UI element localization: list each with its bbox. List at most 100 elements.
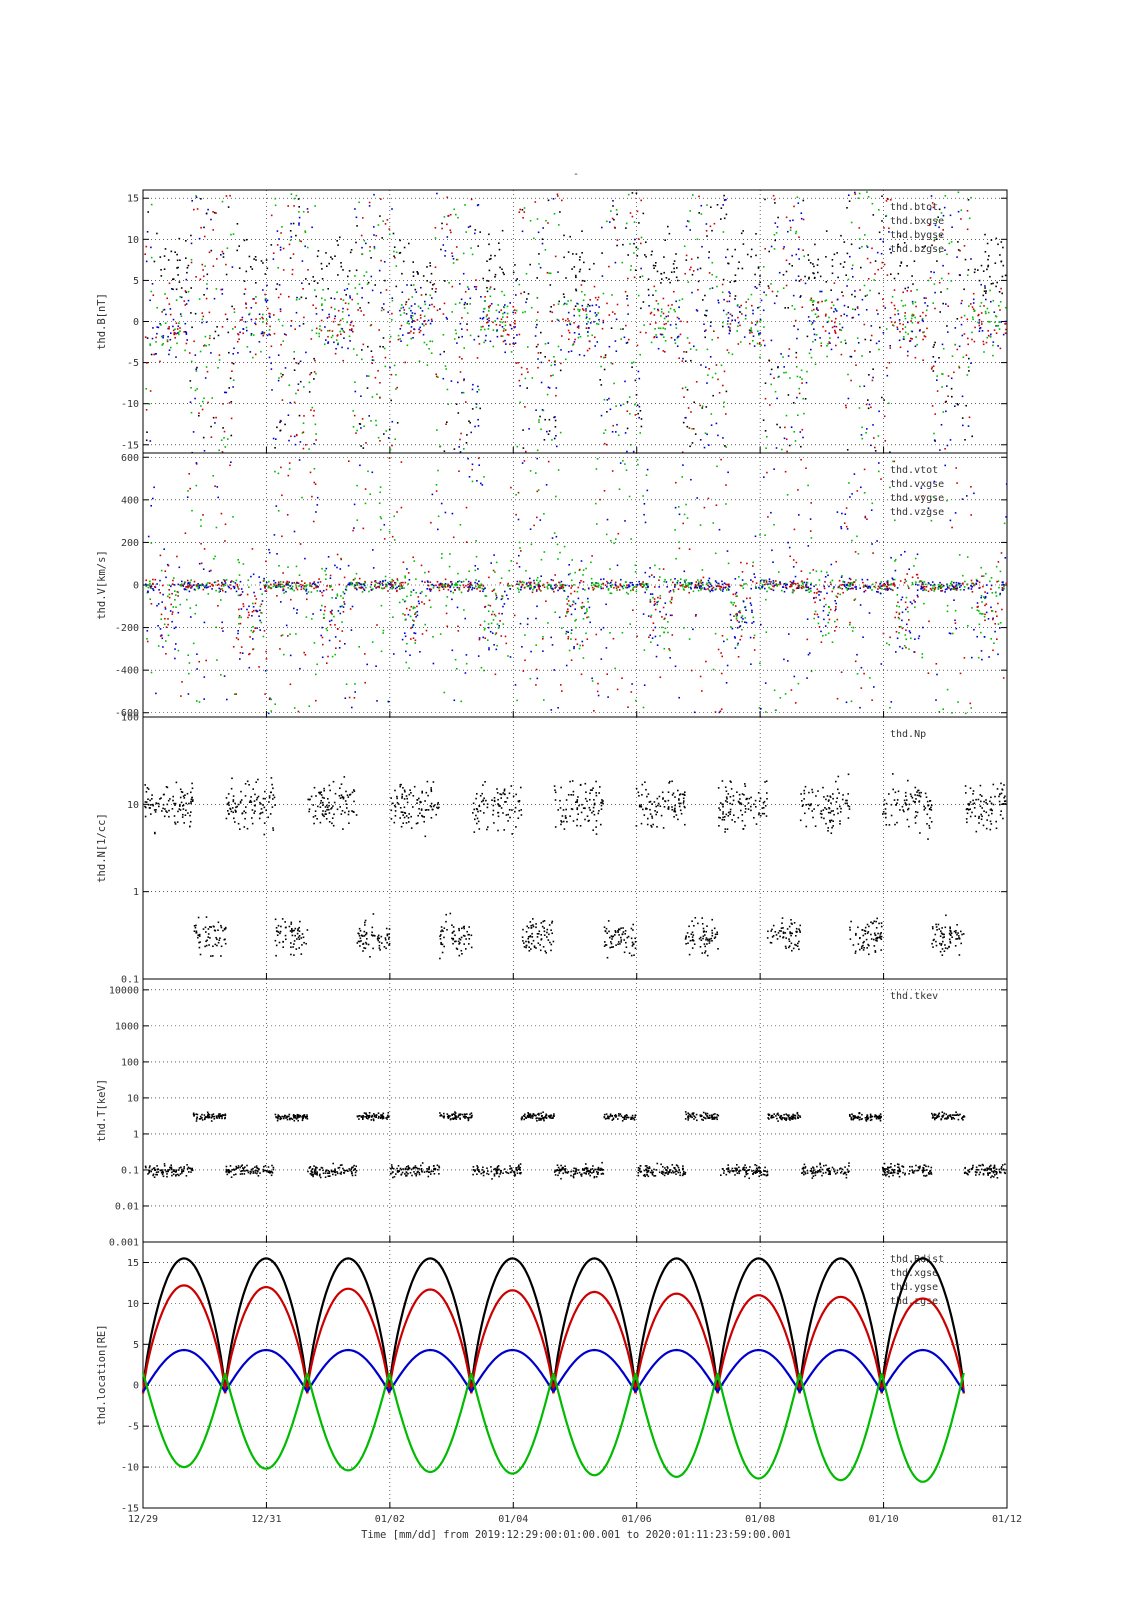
data-point — [749, 330, 751, 332]
data-point — [150, 246, 152, 249]
data-point — [933, 439, 936, 441]
data-point — [277, 472, 280, 475]
data-point — [316, 585, 318, 587]
data-point — [278, 585, 281, 588]
data-point — [306, 208, 309, 210]
data-point — [659, 333, 662, 336]
data-point — [224, 591, 227, 593]
data-point — [357, 302, 359, 305]
data-point — [772, 580, 775, 582]
data-point — [514, 322, 516, 325]
data-point — [201, 408, 204, 411]
data-point — [588, 327, 590, 329]
data-point — [550, 375, 552, 377]
data-point — [878, 209, 880, 211]
data-point — [537, 352, 540, 354]
data-point — [591, 304, 594, 307]
data-point — [869, 289, 871, 292]
data-point — [641, 583, 644, 586]
data-point — [520, 292, 522, 295]
data-point — [414, 606, 416, 609]
data-point — [753, 573, 755, 575]
data-point — [728, 586, 731, 588]
data-point — [968, 217, 971, 220]
data-point — [729, 323, 732, 325]
data-point — [765, 294, 768, 296]
data-point — [791, 265, 793, 267]
data-point — [681, 387, 684, 390]
data-point — [588, 606, 591, 609]
data-point — [850, 221, 853, 224]
data-point — [599, 498, 601, 501]
data-point — [596, 523, 598, 525]
data-point — [242, 563, 245, 565]
data-point — [486, 290, 489, 293]
data-point — [384, 579, 387, 582]
data-point — [150, 671, 153, 674]
data-point — [646, 584, 649, 587]
data-point — [465, 401, 467, 403]
data-point — [506, 305, 509, 308]
data-point — [910, 290, 912, 292]
data-point — [530, 306, 533, 309]
data-point — [678, 513, 681, 516]
data-point — [643, 684, 646, 686]
data-point — [594, 345, 596, 347]
data-point — [318, 578, 320, 580]
data-point — [496, 644, 498, 647]
data-point — [230, 461, 232, 463]
data-point — [845, 525, 848, 528]
data-point — [301, 432, 304, 434]
data-point — [146, 231, 149, 233]
data-point — [552, 579, 554, 582]
data-point — [315, 673, 317, 676]
data-point — [331, 609, 333, 612]
data-point — [180, 583, 183, 585]
data-point — [301, 282, 303, 284]
data-point — [160, 613, 163, 616]
data-point — [290, 598, 292, 601]
data-point — [919, 329, 921, 331]
data-point — [476, 391, 479, 393]
data-point — [316, 590, 319, 592]
data-point — [721, 580, 723, 583]
data-point — [487, 623, 490, 625]
data-point — [421, 633, 424, 635]
data-point — [600, 414, 603, 417]
data-point — [606, 580, 608, 583]
data-point — [245, 238, 248, 241]
data-point — [850, 379, 852, 382]
data-point — [811, 301, 814, 303]
data-point — [914, 345, 917, 348]
data-point — [653, 336, 656, 338]
data-point — [315, 307, 317, 310]
data-point — [266, 267, 269, 270]
data-point — [371, 471, 374, 474]
data-point — [681, 584, 683, 586]
data-point — [504, 329, 507, 331]
data-point — [931, 244, 933, 247]
data-point — [167, 595, 169, 598]
data-point — [449, 213, 452, 216]
data-point — [535, 668, 538, 671]
data-point — [966, 374, 969, 376]
data-point — [392, 579, 395, 582]
data-point — [825, 281, 828, 283]
data-point — [431, 297, 433, 299]
data-point — [469, 421, 471, 424]
data-point — [373, 585, 376, 588]
data-point — [181, 580, 183, 583]
data-point — [342, 269, 344, 271]
data-point — [414, 312, 416, 315]
data-point — [622, 587, 624, 590]
data-point — [229, 584, 231, 586]
data-point — [964, 258, 967, 261]
data-point — [353, 414, 356, 417]
data-point — [290, 222, 292, 225]
data-point — [307, 269, 309, 271]
data-point — [487, 280, 490, 282]
data-point — [273, 332, 276, 335]
data-point — [691, 442, 694, 444]
data-point — [400, 324, 403, 327]
data-point — [514, 320, 516, 322]
